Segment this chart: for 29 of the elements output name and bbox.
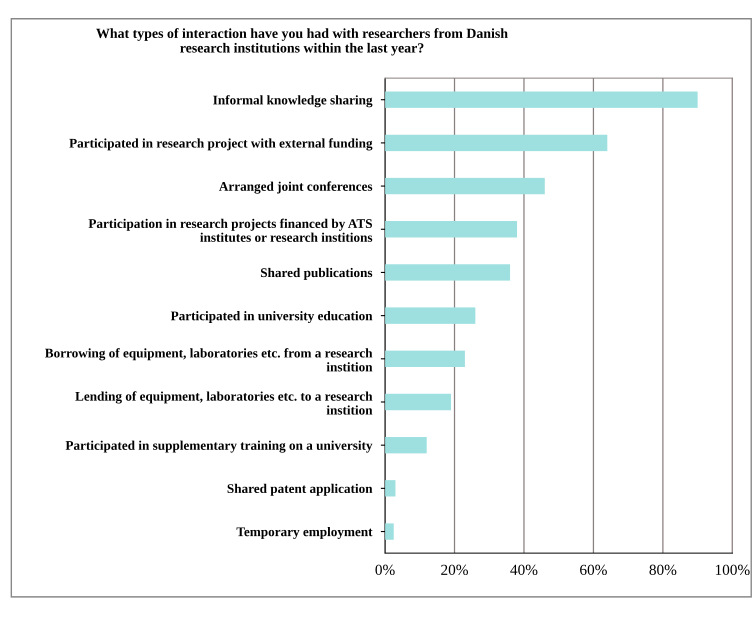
y-tick-label: Participation in research projects financed by ATS institutes or research institions [88, 218, 372, 242]
x-tick-label: 60% [580, 564, 607, 576]
bar [385, 436, 427, 454]
x-tick-label: 80% [649, 564, 676, 576]
y-tick-label: Participated in university education [170, 311, 372, 324]
y-tick-label: Arranged joint conferences [219, 181, 372, 194]
x-tick-label: 0% [375, 564, 395, 576]
y-tick-label: Informal knowledge sharing [213, 95, 372, 108]
bar [385, 394, 452, 410]
x-tick-label: 40% [510, 564, 538, 576]
bar [385, 178, 545, 194]
bar [385, 523, 394, 540]
chart-title: What types of interaction have you had with researchers from Danish research institutions within the last year? [96, 28, 508, 56]
bar [385, 92, 698, 108]
bar [385, 350, 465, 368]
x-tick-label: 20% [441, 564, 468, 576]
bar [385, 134, 608, 152]
y-tick-label: Shared publications [260, 268, 372, 280]
y-tick-label: Borrowing of equipment, laboratories etc. from a research instition [45, 348, 372, 372]
bar [385, 264, 510, 281]
bar [385, 221, 518, 238]
y-tick-label: Participated in supplementary training on a university [66, 440, 372, 453]
bar [385, 480, 396, 497]
y-tick-label: Shared patent application [228, 484, 372, 496]
bar [385, 307, 476, 324]
y-tick-label: Temporary employment [236, 526, 372, 539]
y-tick-label: Participated in research project with external funding [69, 138, 372, 150]
x-tick-label: 100% [716, 564, 750, 576]
y-tick-label: Lending of equipment, laboratories etc. to a research instition [75, 391, 372, 415]
